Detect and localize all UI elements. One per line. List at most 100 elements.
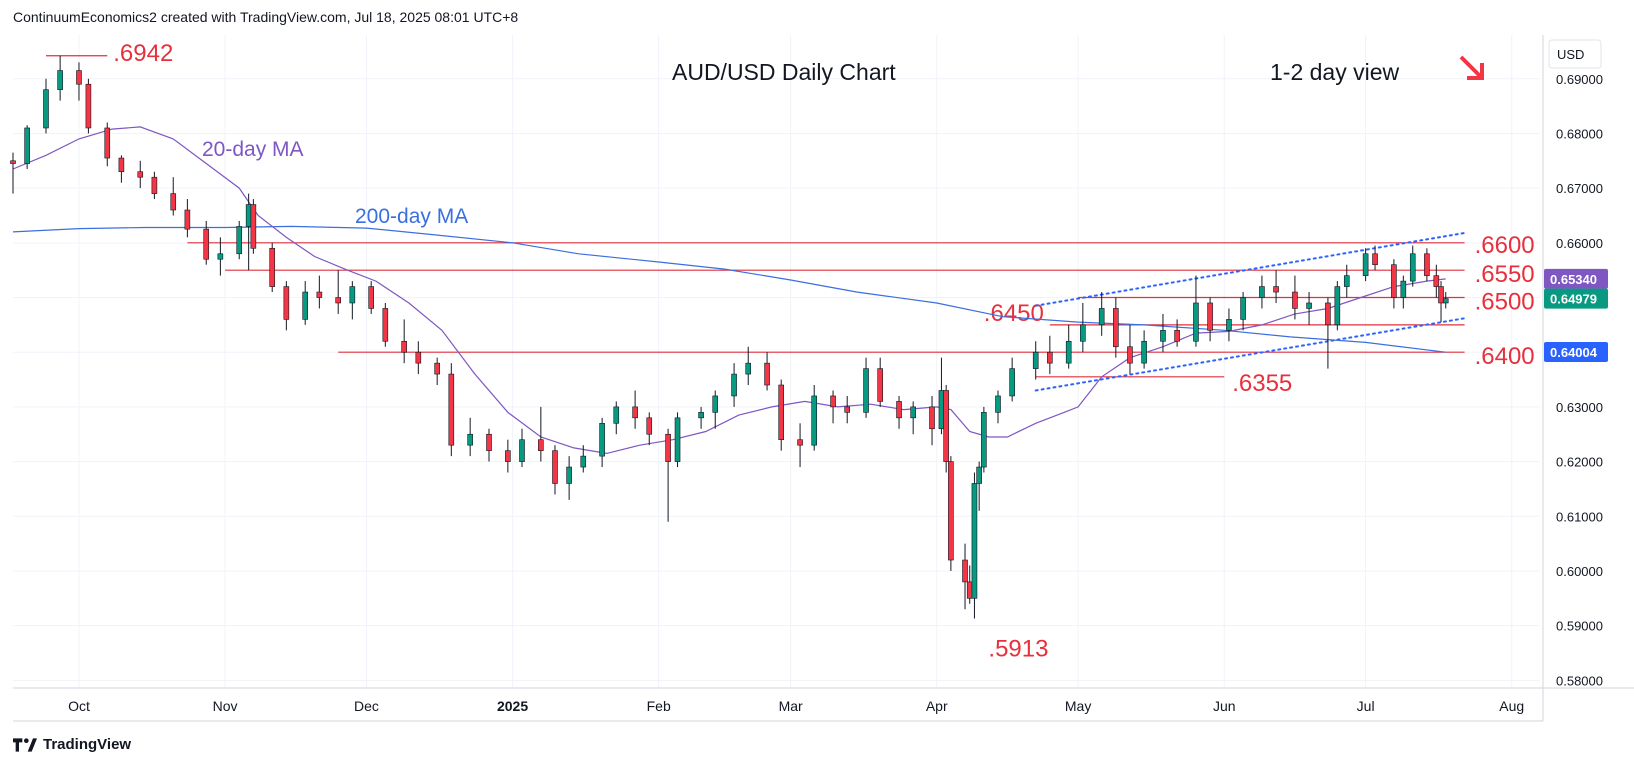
candle	[971, 472, 978, 619]
candle	[382, 302, 389, 347]
candle-body	[966, 581, 973, 599]
candle-body	[896, 401, 902, 419]
candle-body	[415, 351, 422, 364]
candle-body	[674, 417, 681, 462]
y-tick-label: 0.69000	[1556, 72, 1603, 87]
level-label: .6600	[1475, 232, 1535, 259]
x-tick-label: Apr	[926, 698, 948, 714]
candle	[830, 390, 836, 424]
candle	[1226, 308, 1232, 342]
candle-body	[971, 483, 978, 599]
currency-label: USD	[1557, 47, 1584, 62]
level-label: .5913	[988, 636, 1048, 663]
price-tag-box	[1544, 341, 1608, 362]
candle	[302, 281, 309, 325]
candle	[335, 270, 341, 314]
candle	[778, 379, 785, 451]
candle-body	[538, 439, 544, 451]
candle-body	[43, 89, 49, 129]
price-tag: 0.64979	[1544, 288, 1608, 309]
level-label: .6450	[984, 300, 1044, 327]
candle-body	[778, 384, 785, 441]
price-tag-box	[1544, 288, 1608, 309]
candle-body	[217, 253, 224, 260]
candle	[896, 395, 902, 429]
price-tags: 0.65340 0.64979 0.64004	[1544, 268, 1608, 362]
candle	[1259, 275, 1265, 309]
candle	[448, 363, 455, 457]
candle	[269, 242, 276, 293]
candle-body	[797, 439, 803, 446]
candle	[57, 55, 63, 101]
candle-body	[85, 83, 92, 129]
candle-body	[580, 455, 587, 468]
candle-body	[519, 439, 525, 462]
x-tick-label: Mar	[779, 698, 803, 714]
annotations: AUD/USD Daily Chart 1-2 day view 20-day …	[202, 55, 1484, 228]
candlesticks	[10, 55, 1449, 619]
candle-body	[712, 395, 719, 413]
candle	[731, 363, 737, 407]
candle	[1438, 281, 1444, 323]
candle	[203, 220, 210, 265]
candle-body	[764, 362, 770, 386]
candle-body	[1442, 298, 1449, 304]
candle	[1433, 264, 1440, 298]
candle-body	[10, 160, 16, 164]
candle	[1424, 248, 1430, 282]
candle-body	[646, 417, 653, 435]
candle	[938, 357, 945, 435]
candle-body	[448, 373, 455, 446]
candle	[1334, 281, 1341, 331]
x-tick-label: Jul	[1357, 698, 1375, 714]
candle-body	[1372, 253, 1378, 265]
candle-body	[1080, 324, 1086, 342]
candle	[712, 390, 719, 429]
candle-body	[269, 247, 276, 287]
currency-box	[1548, 39, 1602, 69]
candle	[613, 401, 620, 435]
candle	[43, 78, 49, 134]
candle	[1098, 292, 1105, 336]
candle	[599, 417, 605, 468]
candle-body	[844, 406, 850, 413]
candle	[349, 281, 356, 320]
price-tag: 0.65340	[1544, 268, 1608, 289]
candle	[745, 346, 752, 386]
candle-body	[137, 171, 144, 178]
candle	[1047, 335, 1053, 375]
y-tick-label: 0.59000	[1556, 619, 1603, 634]
candle-body	[236, 226, 243, 255]
candle	[995, 390, 1001, 424]
candle-body	[1009, 368, 1015, 397]
candle	[1160, 313, 1166, 353]
level-label: .6500	[1475, 289, 1535, 316]
candle	[283, 281, 290, 331]
candle-body	[118, 157, 125, 173]
candle	[1343, 264, 1350, 298]
tradingview-brand: TradingView	[13, 736, 131, 753]
candle-body	[948, 461, 954, 561]
candle	[877, 357, 883, 407]
candle	[236, 220, 243, 260]
candle	[811, 385, 818, 451]
candle-body	[981, 412, 987, 468]
candle-body	[151, 176, 158, 194]
candle-body	[1391, 264, 1397, 298]
candle-body	[910, 406, 916, 419]
candle-body	[76, 70, 82, 85]
candle	[217, 237, 224, 276]
candle	[1080, 302, 1086, 353]
candle-body	[1113, 308, 1119, 348]
candle	[1273, 270, 1279, 303]
candle-body	[1240, 297, 1246, 320]
candle-body	[976, 466, 982, 484]
candle-body	[613, 406, 620, 424]
x-tick-label: Dec	[354, 698, 379, 714]
level-label: .6550	[1475, 261, 1535, 288]
candle-body	[382, 308, 389, 342]
candle	[797, 423, 803, 468]
candle-body	[104, 127, 111, 159]
candle-body	[57, 70, 63, 90]
